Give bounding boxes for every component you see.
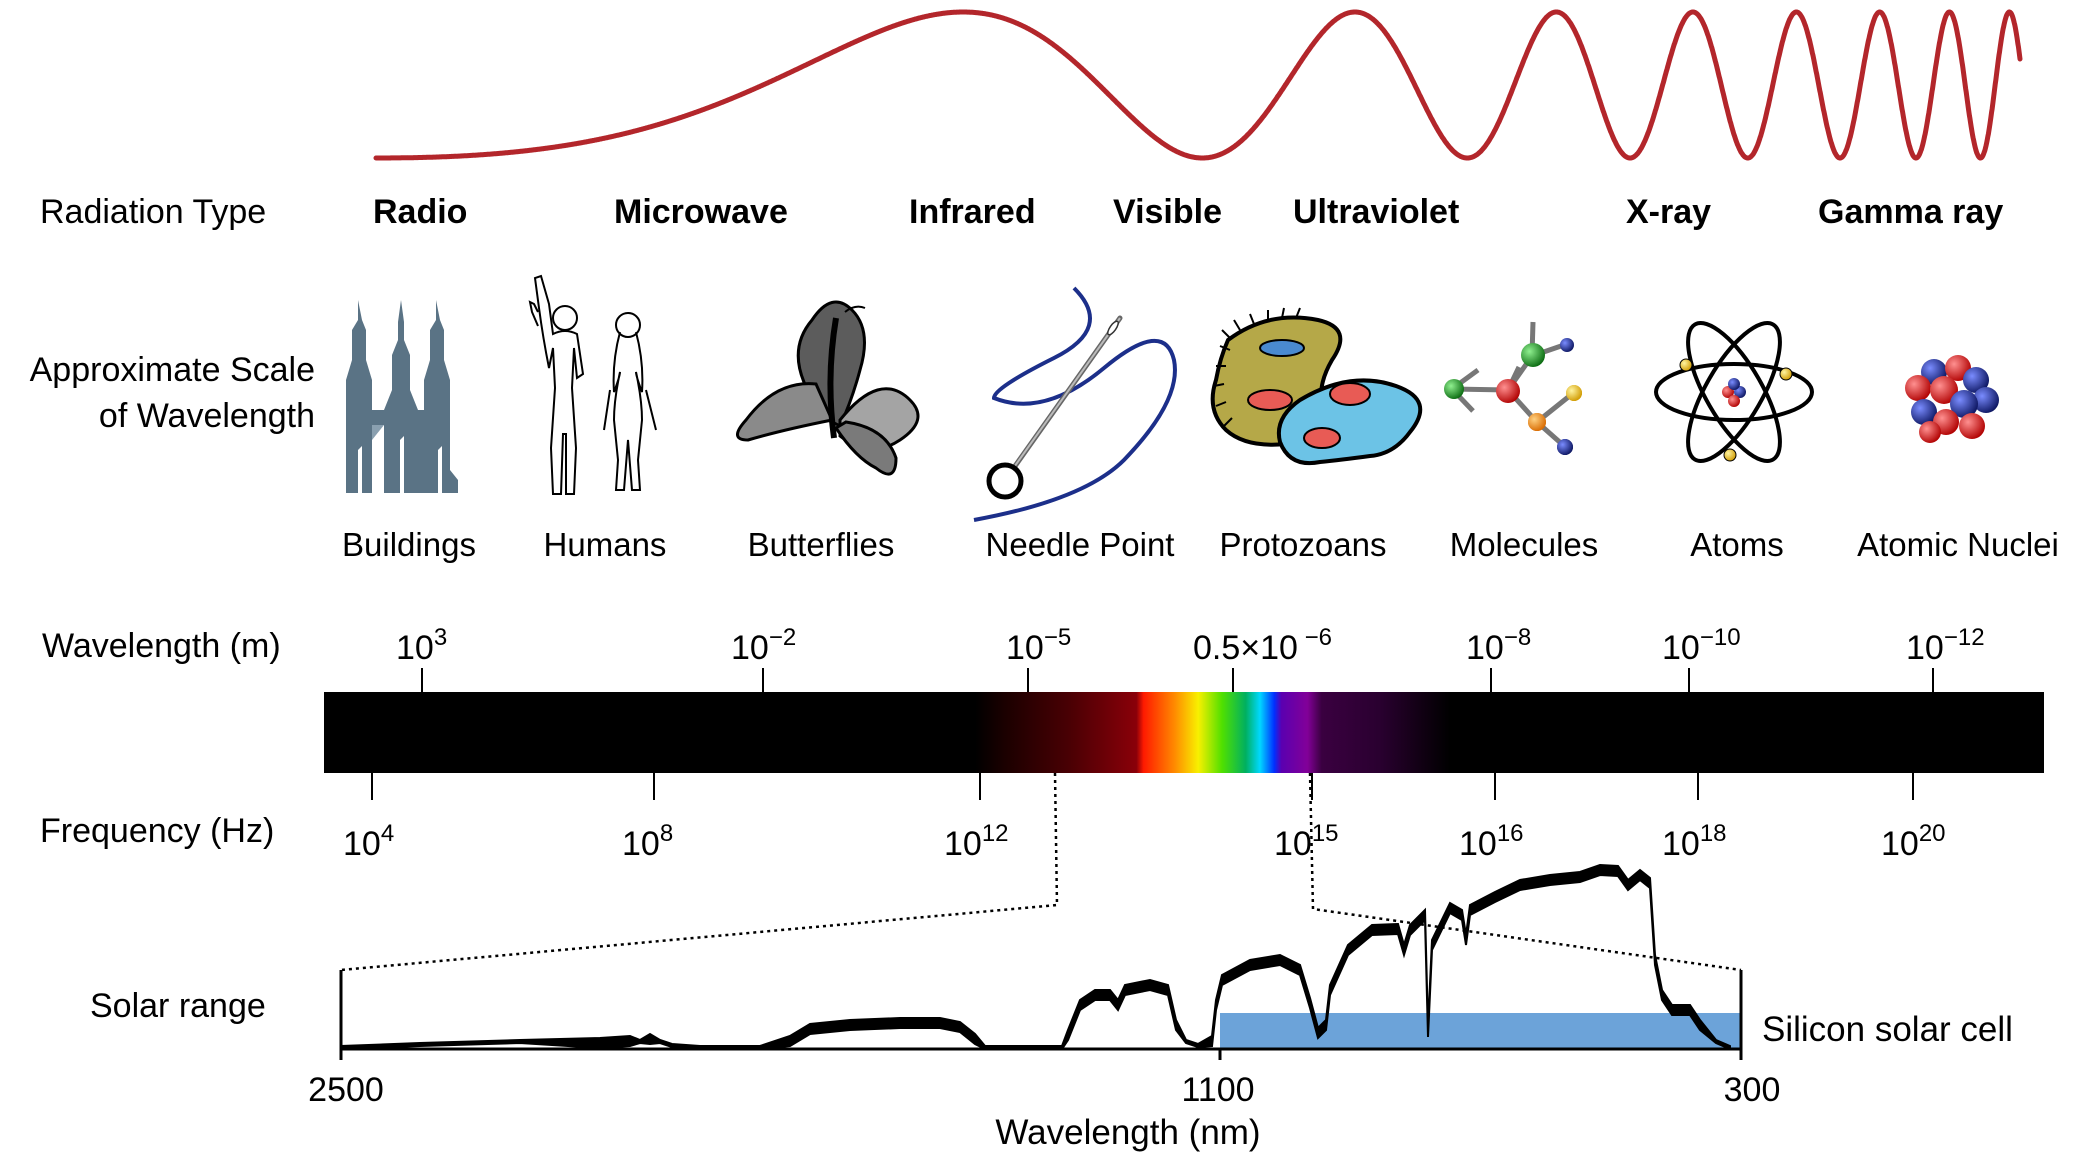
- molecule-icon: [1444, 321, 1582, 455]
- radiation-type-xray: X-ray: [1626, 193, 1711, 231]
- solar-tick-2500: 2500: [308, 1071, 384, 1109]
- atom-icon: [1654, 321, 1814, 463]
- wavelength-ticks: [421, 668, 1934, 692]
- scale-humans: Humans: [544, 526, 667, 563]
- butterfly-icon: [736, 300, 920, 476]
- scale-molecules: Molecules: [1450, 526, 1599, 563]
- buildings-icon: [346, 300, 458, 493]
- wavelength-label: Wavelength (m): [42, 627, 281, 665]
- frequency-tick-1: 104: [343, 820, 394, 863]
- solar-tick-300: 300: [1724, 1071, 1781, 1109]
- humans-icon: [528, 274, 657, 495]
- wavelength-tick-6: 10−10: [1662, 624, 1741, 667]
- frequency-tick-6: 1018: [1662, 820, 1727, 863]
- wavelength-tick-3: 10−5: [1006, 624, 1071, 667]
- scale-protozoans: Protozoans: [1220, 526, 1387, 563]
- radiation-types: Radio Microwave Infrared Visible Ultravi…: [373, 193, 2003, 231]
- visible-spectrum-band: [975, 692, 1450, 773]
- needle-icon: [973, 286, 1177, 522]
- frequency-tick-4: 1015: [1274, 820, 1339, 863]
- protozoa-icon: [1210, 307, 1423, 465]
- frequency-tick-2: 108: [622, 820, 673, 863]
- wavelength-tick-5: 10−8: [1466, 624, 1531, 667]
- nucleus-icon: [1905, 355, 1999, 443]
- silicon-solar-cell-label: Silicon solar cell: [1762, 1010, 2013, 1049]
- solar-range-label: Solar range: [90, 987, 266, 1025]
- frequency-tick-3: 1012: [944, 820, 1009, 863]
- frequency-label: Frequency (Hz): [40, 812, 274, 850]
- solar-frame: [339, 970, 1743, 1060]
- frequency-tick-7: 1020: [1881, 820, 1946, 863]
- radiation-type-radio: Radio: [373, 193, 467, 231]
- radiation-type-ultraviolet: Ultraviolet: [1293, 193, 1459, 231]
- wavelength-tick-2: 10−2: [731, 624, 796, 667]
- frequency-tick-5: 1016: [1459, 820, 1524, 863]
- solar-tick-1100: 1100: [1181, 1071, 1254, 1109]
- scale-butterflies: Butterflies: [748, 526, 895, 563]
- wavelength-tick-7: 10−12: [1906, 624, 1985, 667]
- radiation-type-gamma: Gamma ray: [1818, 193, 2003, 231]
- scale-label-line2: of Wavelength: [99, 397, 315, 435]
- radiation-type-label: Radiation Type: [40, 193, 266, 231]
- radiation-type-microwave: Microwave: [614, 193, 788, 231]
- scale-atomic-nuclei: Atomic Nuclei: [1857, 526, 2059, 563]
- sine-wave-icon: [373, 9, 2023, 161]
- scale-label-line1: Approximate Scale: [30, 351, 315, 389]
- frequency-ticks: [371, 773, 1914, 800]
- scale-needle-point: Needle Point: [986, 526, 1175, 563]
- radiation-type-infrared: Infrared: [909, 193, 1036, 231]
- silicon-solar-cell-band: [1220, 1013, 1741, 1049]
- scale-buildings: Buildings: [342, 526, 476, 563]
- wavelength-tick-4: 0.5×10 −6: [1193, 624, 1332, 667]
- radiation-type-visible: Visible: [1113, 193, 1222, 231]
- zoom-guide-lines: [340, 772, 1742, 972]
- wavelength-tick-1: 103: [396, 624, 447, 667]
- solar-x-axis-label: Wavelength (nm): [995, 1113, 1260, 1152]
- scale-atoms: Atoms: [1690, 526, 1784, 563]
